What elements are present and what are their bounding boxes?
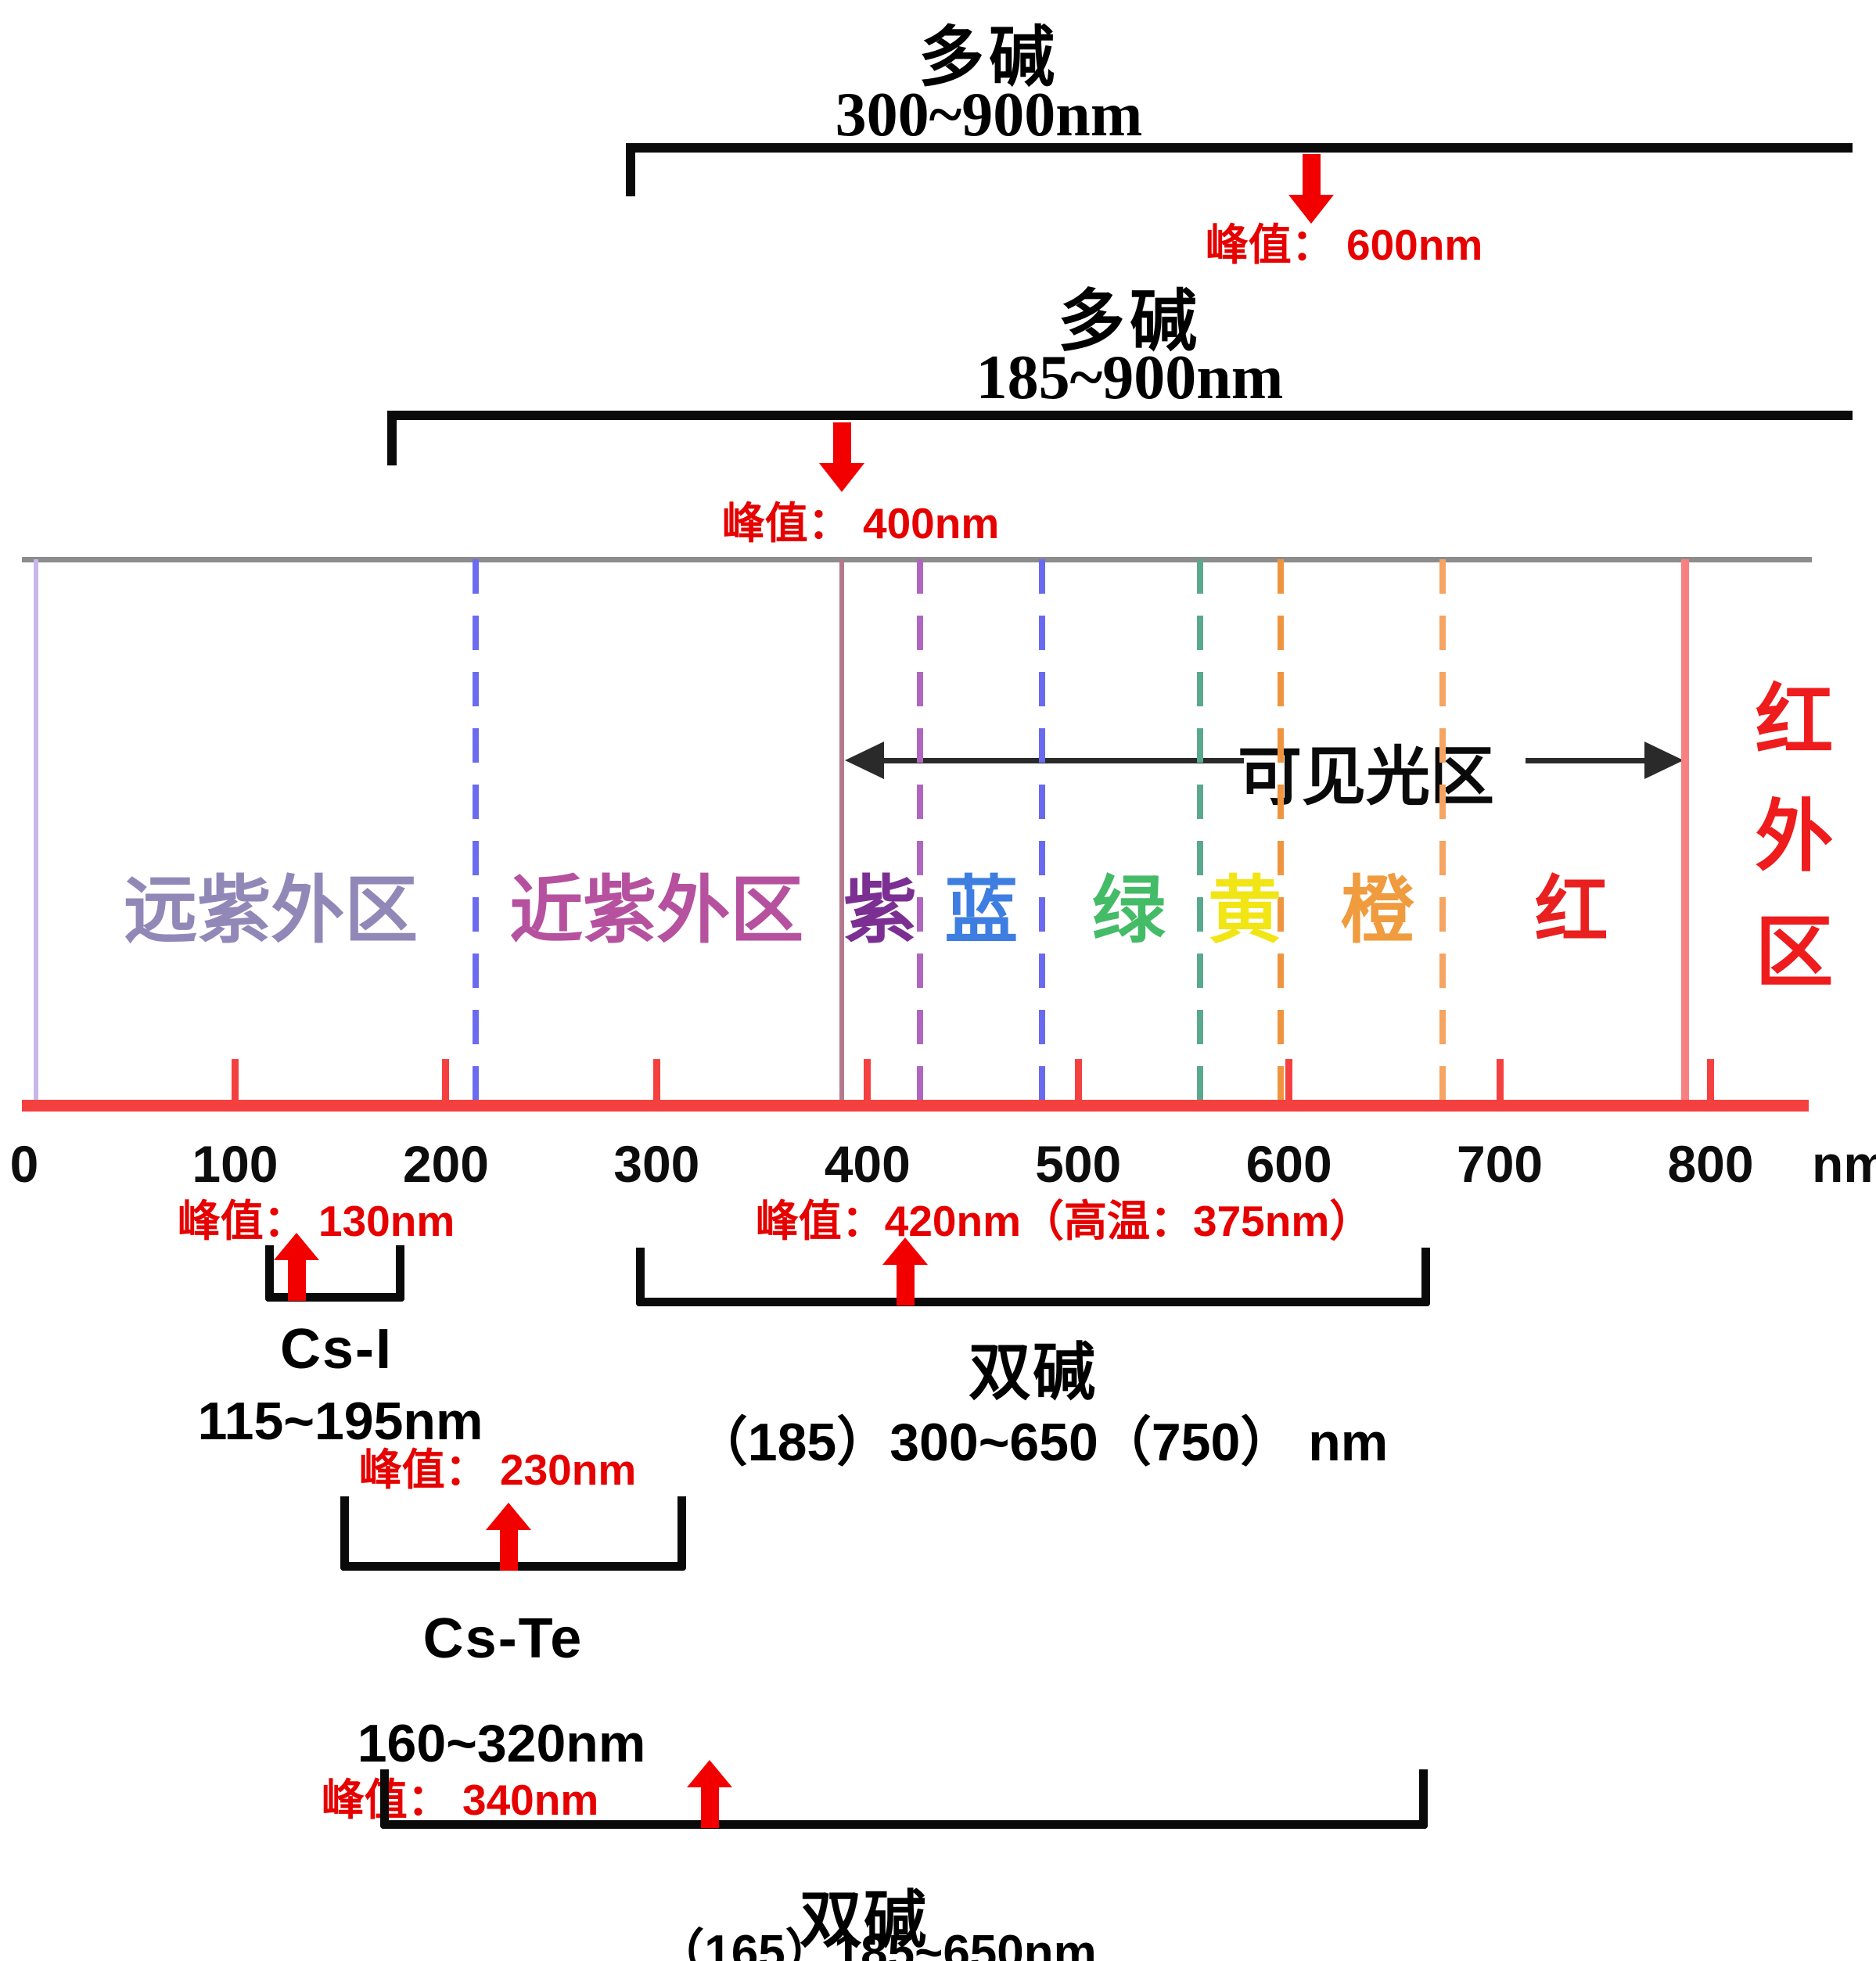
axis-tick-label-700: 700 — [1457, 1135, 1544, 1193]
polyalkali1-range: 300~900nm — [835, 81, 1143, 149]
axis-tick-label-200: 200 — [402, 1135, 489, 1193]
axis-tick-label-600: 600 — [1245, 1135, 1332, 1193]
region-label-紫: 紫 — [843, 869, 917, 951]
bialkali2-range: （165）185~650nm — [656, 1926, 1097, 1961]
axis-tick-label-400: 400 — [824, 1135, 911, 1193]
region-label-远紫外区: 远紫外区 — [124, 869, 419, 951]
cste-range: 160~320nm — [357, 1714, 646, 1773]
region-label-蓝: 蓝 — [944, 869, 1019, 951]
bialkali1-peak-arrow-icon — [882, 1237, 928, 1306]
band-boundary-line-483nm — [1039, 559, 1046, 1100]
axis-tick-label-500: 500 — [1035, 1135, 1122, 1193]
visible-region-label: 可见光区 — [1237, 742, 1495, 813]
axis-tick-800 — [1707, 1059, 1715, 1100]
bialkali1-bracket — [636, 1248, 1430, 1306]
polyalkali1-title: 多碱 — [918, 20, 1060, 94]
region-label-橙: 橙 — [1340, 869, 1414, 951]
bialkali1-label: 双碱 — [969, 1338, 1097, 1407]
band-boundary-line-388nm — [839, 559, 845, 1100]
band-boundary-line-788nm — [1681, 559, 1690, 1100]
region-label-近紫外区: 近紫外区 — [509, 869, 804, 951]
visible-left-arrow-line — [879, 758, 1244, 763]
bialkali2-bracket — [380, 1769, 1428, 1829]
visible-left-arrowhead-icon — [845, 742, 884, 779]
cste-peak-label: 峰值： 230nm — [358, 1446, 637, 1494]
polyalkali2-peak-arrow-icon — [819, 422, 864, 492]
region-label-红: 红 — [1534, 869, 1608, 951]
band-top-border — [22, 557, 1812, 562]
csi-label: Cs-I — [279, 1318, 394, 1381]
band-boundary-line-596nm — [1277, 559, 1284, 1100]
axis-tick-700 — [1496, 1059, 1504, 1100]
axis-tick-200 — [442, 1059, 450, 1100]
region-label-黄: 黄 — [1208, 869, 1282, 951]
axis-tick-400 — [864, 1059, 872, 1100]
region-label-绿: 绿 — [1091, 869, 1166, 951]
polyalkali2-peak-label: 峰值： 400nm — [721, 499, 1000, 548]
polyalkali1-bracket — [626, 143, 1853, 196]
csi-bracket — [265, 1245, 404, 1302]
band-boundary-line-558nm — [1197, 559, 1204, 1100]
axis-tick-100 — [231, 1059, 239, 1100]
cste-peak-arrow-icon — [486, 1503, 531, 1571]
axis-tick-300 — [652, 1059, 660, 1100]
axis-tick-label-100: 100 — [192, 1135, 279, 1193]
bialkali2-peak-arrow-icon — [687, 1760, 732, 1828]
wavelength-axis-line — [22, 1100, 1809, 1112]
band-boundary-line-5.5nm — [33, 559, 38, 1100]
visible-right-arrowhead-icon — [1644, 742, 1684, 779]
axis-tick-label-0: 0 — [9, 1135, 39, 1193]
bialkali1-range: （185）300~650（750） nm — [694, 1413, 1389, 1472]
visible-right-arrow-line — [1526, 758, 1644, 763]
band-boundary-line-214nm — [472, 559, 479, 1100]
axis-tick-600 — [1285, 1059, 1293, 1100]
band-boundary-line-425nm — [917, 559, 924, 1100]
polyalkali1-peak-label: 峰值： 600nm — [1205, 221, 1483, 269]
axis-tick-label-300: 300 — [613, 1135, 700, 1193]
polyalkali2-bracket — [387, 411, 1853, 465]
band-boundary-line-673nm — [1439, 559, 1447, 1100]
axis-tick-500 — [1074, 1059, 1082, 1100]
bialkali2-label: 双碱 — [800, 1885, 928, 1955]
polyalkali1-peak-arrow-icon — [1288, 154, 1334, 224]
axis-tick-label-800: 800 — [1667, 1135, 1754, 1193]
polyalkali2-range: 185~900nm — [976, 343, 1284, 412]
polyalkali2-title: 多碱 — [1058, 284, 1202, 359]
infrared-region-label: 红外区 — [1743, 679, 1831, 1026]
csi-peak-arrow-icon — [274, 1233, 319, 1301]
bialkali2-peak-label: 峰值： 340nm — [321, 1776, 599, 1824]
cste-label: Cs-Te — [422, 1607, 584, 1670]
bialkali1-peak-label: 峰值：420nm（高温：375nm） — [755, 1197, 1373, 1245]
axis-unit-label: nm — [1812, 1135, 1876, 1193]
csi-range: 115~195nm — [197, 1392, 483, 1451]
